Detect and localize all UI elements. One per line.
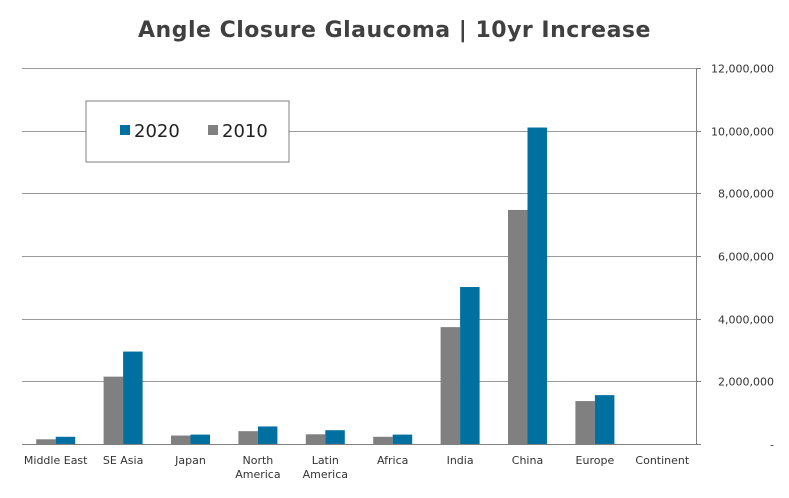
y-tick-label: 6,000,000 bbox=[718, 251, 774, 264]
x-category-label: India bbox=[447, 454, 474, 467]
bar-2010 bbox=[36, 439, 56, 444]
y-tick-label: 4,000,000 bbox=[718, 314, 774, 327]
x-category-label: America bbox=[235, 468, 280, 481]
x-axis-labels: Middle East SE Asia Japan NorthAmericaLatin… bbox=[24, 454, 690, 481]
legend: 2020 2010 bbox=[85, 100, 290, 163]
y-tick-label: - bbox=[770, 439, 774, 452]
y-tick-label: 12,000,000 bbox=[711, 63, 774, 76]
bar-2010 bbox=[171, 435, 191, 444]
legend-swatch-2020 bbox=[120, 125, 130, 135]
x-category-label: America bbox=[303, 468, 348, 481]
bar-2020 bbox=[460, 287, 480, 444]
bar-2010 bbox=[508, 209, 528, 444]
bar-2020 bbox=[594, 395, 615, 444]
chart-title: Angle Closure Glaucoma | 10yr Increase bbox=[138, 18, 651, 43]
legend-swatch-2010 bbox=[208, 125, 218, 135]
bar-2010 bbox=[575, 401, 595, 444]
bar-2010 bbox=[103, 376, 124, 444]
bar-2010 bbox=[373, 436, 393, 444]
bar-2020 bbox=[190, 434, 210, 444]
x-category-label: Japan bbox=[174, 454, 206, 467]
legend-label-2020: 2020 bbox=[134, 121, 180, 142]
x-category-label: Continent bbox=[635, 454, 689, 467]
x-category-label: Latin bbox=[312, 454, 339, 467]
bar-2010 bbox=[440, 327, 461, 444]
y-tick-label: 8,000,000 bbox=[718, 188, 774, 201]
x-category-label: Africa bbox=[377, 454, 408, 467]
y-tick-label: 10,000,000 bbox=[711, 126, 774, 139]
bar-2020 bbox=[257, 426, 278, 444]
x-category-label: Middle East bbox=[24, 454, 88, 467]
x-category-label: North bbox=[243, 454, 274, 467]
x-category-label: China bbox=[512, 454, 543, 467]
bar-2020 bbox=[325, 430, 345, 444]
bar-2020 bbox=[392, 434, 413, 444]
x-category-label: SE Asia bbox=[103, 454, 143, 467]
x-category-label: Europe bbox=[576, 454, 615, 467]
y-axis-ticks: - 2,000,000 4,000,000 6,000,000 8,000,000 10,… bbox=[696, 63, 774, 452]
bar-2010 bbox=[238, 431, 258, 444]
y-tick-label: 2,000,000 bbox=[718, 376, 774, 389]
bar-2020 bbox=[527, 127, 547, 445]
bar-2020 bbox=[55, 436, 76, 444]
legend-label-2010: 2010 bbox=[222, 121, 268, 142]
legend-box bbox=[85, 100, 290, 163]
bar-2010 bbox=[305, 434, 326, 444]
bar-2020 bbox=[123, 351, 143, 444]
bars bbox=[36, 127, 615, 445]
